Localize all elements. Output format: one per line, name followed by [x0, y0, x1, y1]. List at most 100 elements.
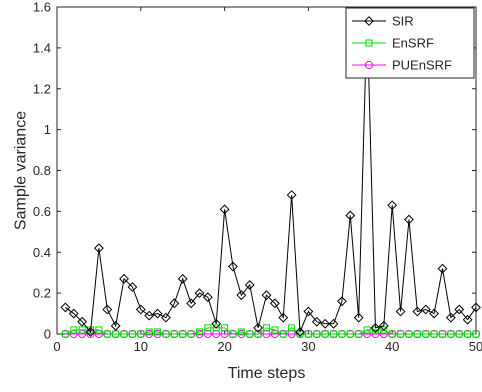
- legend: SIR EnSRF PUEnSRF: [345, 7, 475, 79]
- y-tick-label: 1.6: [33, 0, 51, 15]
- data-point-ensrf: [321, 330, 329, 338]
- data-point-sir: [445, 312, 456, 323]
- data-point-ensrf: [154, 328, 162, 336]
- data-point-sir: [311, 316, 322, 327]
- data-point-puensrf: [145, 329, 154, 339]
- data-point-ensrf: [405, 330, 413, 338]
- data-point-sir: [454, 304, 465, 315]
- data-point-sir: [236, 290, 247, 301]
- data-point-puensrf: [237, 329, 246, 339]
- data-point-sir: [77, 316, 88, 327]
- data-point-puensrf: [279, 329, 288, 339]
- data-point-sir: [119, 273, 129, 284]
- data-point-sir: [144, 310, 155, 321]
- data-point-ensrf: [128, 330, 136, 338]
- x-tick-label: 40: [385, 339, 399, 354]
- data-point-ensrf: [338, 330, 346, 338]
- data-point-sir: [395, 306, 406, 317]
- data-point-sir: [303, 306, 314, 317]
- legend-marker-puensrf: [364, 60, 374, 70]
- data-point-sir: [295, 327, 305, 337]
- y-tick-label: 0.8: [33, 163, 51, 178]
- data-point-sir: [370, 322, 381, 333]
- data-point-puensrf: [61, 329, 70, 339]
- data-point-sir: [337, 296, 347, 307]
- data-point-sir: [387, 200, 398, 211]
- data-point-ensrf: [430, 330, 438, 338]
- legend-label-sir: SIR: [392, 14, 414, 29]
- data-point-sir: [211, 318, 222, 329]
- data-point-sir: [152, 308, 163, 319]
- data-point-sir: [437, 263, 448, 274]
- series-line-ensrf: [65, 327, 476, 335]
- data-point-ensrf: [397, 330, 405, 338]
- data-point-ensrf: [112, 330, 120, 338]
- data-point-sir: [219, 204, 230, 215]
- data-point-ensrf: [413, 330, 421, 338]
- data-point-ensrf: [103, 330, 111, 338]
- data-point-puensrf: [195, 329, 204, 339]
- data-point-ensrf: [246, 330, 254, 338]
- data-point-sir: [429, 308, 440, 319]
- data-point-sir: [462, 314, 473, 325]
- data-point-ensrf: [187, 330, 195, 338]
- data-point-sir: [320, 318, 331, 329]
- data-point-sir: [93, 243, 104, 254]
- data-point-ensrf: [330, 330, 338, 338]
- y-tick-label: 0.4: [33, 245, 51, 260]
- data-point-ensrf: [438, 330, 446, 338]
- data-point-ensrf: [179, 330, 187, 338]
- data-point-ensrf: [447, 330, 455, 338]
- data-point-ensrf: [221, 324, 229, 332]
- data-point-sir: [345, 210, 356, 221]
- x-tick-label: 50: [469, 339, 482, 354]
- data-point-ensrf: [279, 330, 287, 338]
- y-tick-label: 0: [44, 327, 51, 342]
- legend-marker-sir: [364, 16, 374, 26]
- y-tick-label: 1.2: [33, 81, 51, 96]
- legend-marker-ensrf: [365, 39, 373, 47]
- data-point-sir: [102, 304, 113, 315]
- data-point-sir: [471, 302, 481, 313]
- data-point-ensrf: [422, 330, 430, 338]
- data-point-puensrf: [153, 329, 162, 339]
- data-point-sir: [253, 322, 264, 333]
- legend-label-ensrf: EnSRF: [392, 36, 434, 51]
- data-point-puensrf: [228, 329, 238, 339]
- data-point-sir: [378, 320, 389, 331]
- data-point-sir: [353, 312, 364, 323]
- x-tick-label: 30: [301, 339, 315, 354]
- y-tick-label: 1.4: [33, 40, 51, 55]
- data-point-ensrf: [78, 326, 86, 334]
- y-tick-label: 0.6: [33, 204, 51, 219]
- data-point-sir: [269, 298, 280, 309]
- data-point-sir: [68, 308, 79, 319]
- data-point-ensrf: [263, 324, 270, 332]
- y-tick-label: 0.2: [33, 286, 51, 301]
- data-point-ensrf: [170, 330, 178, 338]
- x-tick-label: 0: [53, 339, 60, 354]
- data-point-ensrf: [145, 328, 153, 336]
- data-point-ensrf: [304, 330, 312, 338]
- data-point-ensrf: [380, 326, 388, 334]
- data-point-ensrf: [346, 330, 354, 338]
- x-axis-ticks: 0 10 20 30 40 50: [53, 7, 482, 354]
- data-point-sir: [404, 214, 414, 225]
- data-point-ensrf: [137, 330, 145, 338]
- data-point-ensrf: [388, 330, 396, 338]
- data-point-sir: [169, 298, 180, 309]
- data-point-ensrf: [363, 326, 371, 334]
- data-point-ensrf: [70, 326, 78, 334]
- data-point-ensrf: [455, 330, 463, 338]
- legend-label-puensrf: PUEnSRF: [392, 58, 452, 73]
- data-point-sir: [202, 292, 213, 303]
- data-point-sir: [135, 304, 146, 315]
- data-point-sir: [127, 282, 138, 292]
- y-axis-title: Sample variance: [13, 111, 30, 230]
- data-point-sir: [194, 288, 205, 299]
- series-layer: [60, 8, 481, 339]
- data-point-sir: [328, 318, 339, 329]
- x-tick-label: 10: [134, 339, 148, 354]
